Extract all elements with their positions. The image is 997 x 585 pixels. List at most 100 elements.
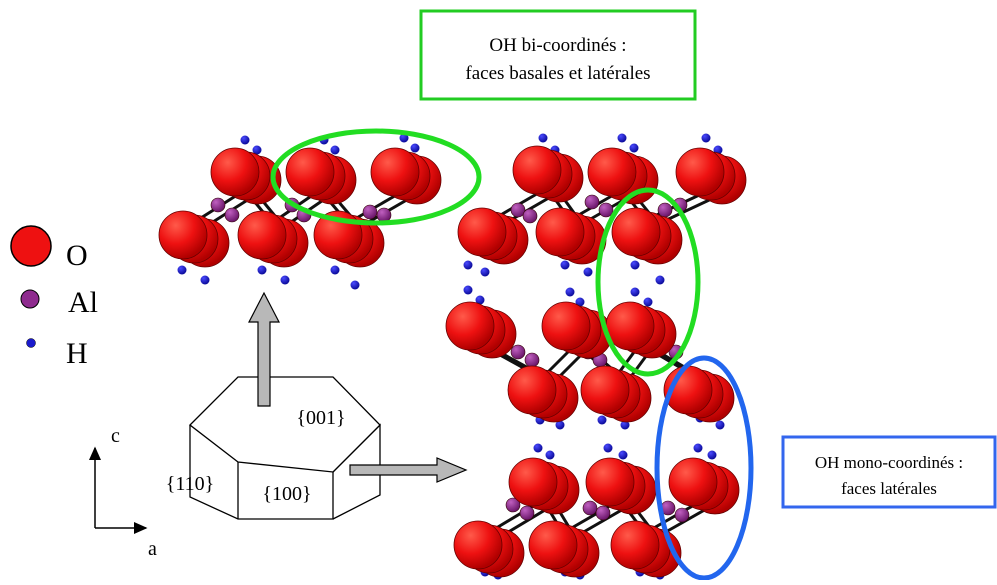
hydrogen-atom xyxy=(330,265,340,275)
highlight-ellipse-lateral-green xyxy=(595,187,701,377)
hydrogen-atom xyxy=(463,260,473,270)
legend-oxygen-swatch xyxy=(10,225,52,267)
legend-hydrogen-label: H xyxy=(66,337,88,370)
oxygen-atom xyxy=(453,520,503,570)
aluminium-atom xyxy=(505,497,521,513)
hydrogen-atom xyxy=(538,133,548,143)
oxygen-atom xyxy=(610,520,660,570)
legend-oxygen-label: O xyxy=(66,239,88,272)
hydrogen-atom xyxy=(330,145,340,155)
oxygen-atom xyxy=(528,520,578,570)
hydrogen-atom xyxy=(575,297,585,307)
hydrogen-atom xyxy=(410,143,420,153)
oxygen-atom xyxy=(668,457,718,507)
aluminium-atom xyxy=(510,344,526,360)
oxygen-layer xyxy=(158,145,747,578)
hydrogen-atom xyxy=(693,443,703,453)
hydrogen-atom xyxy=(707,450,717,460)
hydrogen-atom xyxy=(240,135,250,145)
oxygen-atom xyxy=(580,365,630,415)
hydrogen-atom xyxy=(565,287,575,297)
aluminium-atom xyxy=(657,202,673,218)
hydrogen-atom xyxy=(630,287,640,297)
hydrogen-atom xyxy=(350,280,360,290)
hydrogen-atom xyxy=(618,450,628,460)
oxygen-atom xyxy=(611,207,661,257)
hydrogen-atom xyxy=(463,285,473,295)
legend: O Al H xyxy=(10,225,98,370)
hydrogen-atom xyxy=(630,260,640,270)
callout-bi-coordinated: OH bi-coordinés : faces basales et latér… xyxy=(419,9,697,101)
axes: c a xyxy=(89,425,157,560)
oxygen-atom xyxy=(210,147,260,197)
hydrogen-atom xyxy=(643,297,653,307)
hydrogen-atom xyxy=(480,267,490,277)
arrow-up-to-basal xyxy=(248,291,280,407)
oxygen-atom xyxy=(445,301,495,351)
callout-box-green xyxy=(419,9,697,101)
hydrogen-atom xyxy=(620,420,630,430)
aluminium-atom xyxy=(595,505,611,521)
oxygen-atom xyxy=(237,210,287,260)
hydrogen-atom xyxy=(555,420,565,430)
aluminium-atom xyxy=(582,500,598,516)
aluminium-atom xyxy=(376,207,392,223)
oxygen-atom xyxy=(512,145,562,195)
hydrogen-atom xyxy=(603,443,613,453)
legend-hydrogen-swatch xyxy=(26,338,36,348)
aluminium-atom xyxy=(584,194,600,210)
hydrogen-atom xyxy=(252,145,262,155)
highlight-ellipse-basal xyxy=(270,128,482,226)
hydrogen-atom xyxy=(597,415,607,425)
callout-right-line2: faces latérales xyxy=(841,479,937,498)
oxygen-atom xyxy=(507,365,557,415)
face-label-001: {001} xyxy=(296,407,345,429)
legend-aluminium-label: Al xyxy=(68,286,98,319)
hydrogen-atom xyxy=(560,260,570,270)
oxygen-atom xyxy=(508,457,558,507)
callout-right-line1: OH mono-coordinés : xyxy=(815,453,963,472)
aluminium-atom xyxy=(522,208,538,224)
hydrogen-atom xyxy=(629,143,639,153)
hydrogen-atom xyxy=(655,275,665,285)
aluminium-atom xyxy=(598,202,614,218)
aluminium-atom xyxy=(210,197,226,213)
aluminium-atom xyxy=(674,507,690,523)
oxygen-atom xyxy=(541,301,591,351)
oxygen-atom xyxy=(675,147,725,197)
oxygen-atom xyxy=(370,147,420,197)
aluminium-atom xyxy=(224,207,240,223)
face-label-100: {100} xyxy=(262,483,311,505)
hydrogen-atom xyxy=(617,133,627,143)
aluminium-atom xyxy=(524,352,540,368)
aluminium-atom xyxy=(362,204,378,220)
callout-top-line1: OH bi-coordinés : xyxy=(489,35,626,56)
face-label-110: {110} xyxy=(166,473,214,495)
oxygen-atom xyxy=(587,147,637,197)
legend-aluminium-swatch xyxy=(20,289,40,309)
hydrogen-atom xyxy=(583,267,593,277)
oxygen-atom xyxy=(158,210,208,260)
hydrogen-atom xyxy=(545,450,555,460)
crystal-prism: {001} {110} {100} xyxy=(166,376,381,520)
hydrogen-atom xyxy=(715,420,725,430)
hydrogen-atom xyxy=(177,265,187,275)
highlight-ellipse-lateral-blue xyxy=(654,355,754,581)
axis-a-label: a xyxy=(148,538,157,560)
callout-top-line2: faces basales et latérales xyxy=(465,63,650,84)
hydrogen-atom xyxy=(533,443,543,453)
hydrogen-atom xyxy=(475,295,485,305)
hydrogen-atom xyxy=(200,275,210,285)
hydrogen-atom xyxy=(399,133,409,143)
hydrogen-atom xyxy=(257,265,267,275)
oxygen-atom xyxy=(535,207,585,257)
aluminium-atom xyxy=(510,202,526,218)
hydrogen-atom xyxy=(701,133,711,143)
axis-c-label: c xyxy=(111,425,120,447)
arrow-right-to-lateral xyxy=(349,457,468,483)
callout-mono-coordinated: OH mono-coordinés : faces latérales xyxy=(781,435,997,509)
oxygen-atom xyxy=(285,147,335,197)
oxygen-atom xyxy=(585,457,635,507)
